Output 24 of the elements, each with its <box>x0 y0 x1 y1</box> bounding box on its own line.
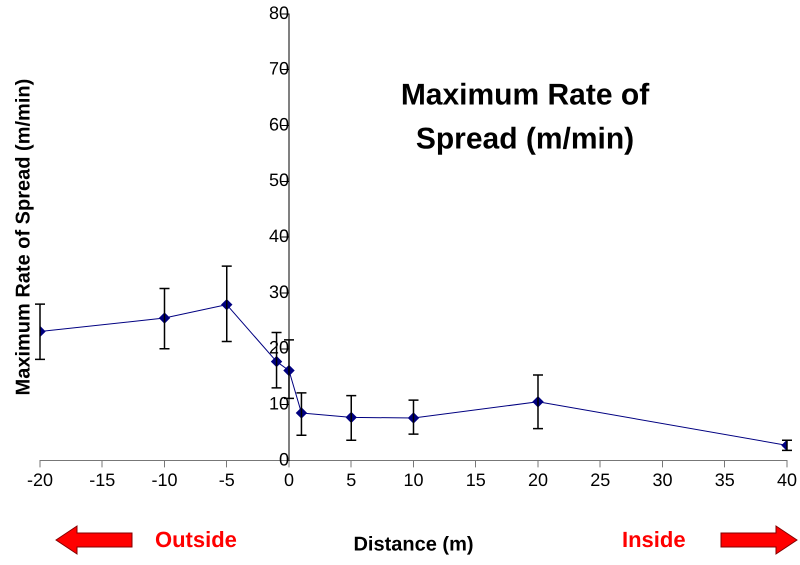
x-tick-label: -20 <box>26 470 54 490</box>
x-tick-label: 10 <box>403 470 424 490</box>
x-tick-label: 30 <box>652 470 673 490</box>
x-tick-label: 5 <box>346 470 356 490</box>
text: Maximum Rate of Spread (m/min) <box>400 78 650 156</box>
x-tick-label: 35 <box>714 470 735 490</box>
x-tick-label: -5 <box>218 470 235 490</box>
y-tick-label: 0 <box>278 449 289 470</box>
y-tick-label: 60 <box>268 114 289 134</box>
x-tick-label: -15 <box>89 470 116 490</box>
y-tick-label: 50 <box>268 170 289 190</box>
text: Inside <box>622 527 686 553</box>
x-tick-label: 40 <box>776 470 798 490</box>
y-tick-label: 70 <box>268 58 289 79</box>
text: Outside <box>155 527 237 553</box>
x-tick-label: 25 <box>590 470 610 490</box>
x-tick-label: 15 <box>466 470 486 490</box>
y-tick-label: 30 <box>268 282 289 302</box>
y-tick-label: 40 <box>268 226 289 246</box>
y-tick-label: 80 <box>268 2 289 23</box>
x-tick-label: -10 <box>151 470 178 490</box>
y-axis-title: Maximum Rate of Spread (m/min) <box>12 78 35 396</box>
x-tick-label: 20 <box>528 470 548 490</box>
x-axis-title: Distance (m) <box>353 534 474 556</box>
